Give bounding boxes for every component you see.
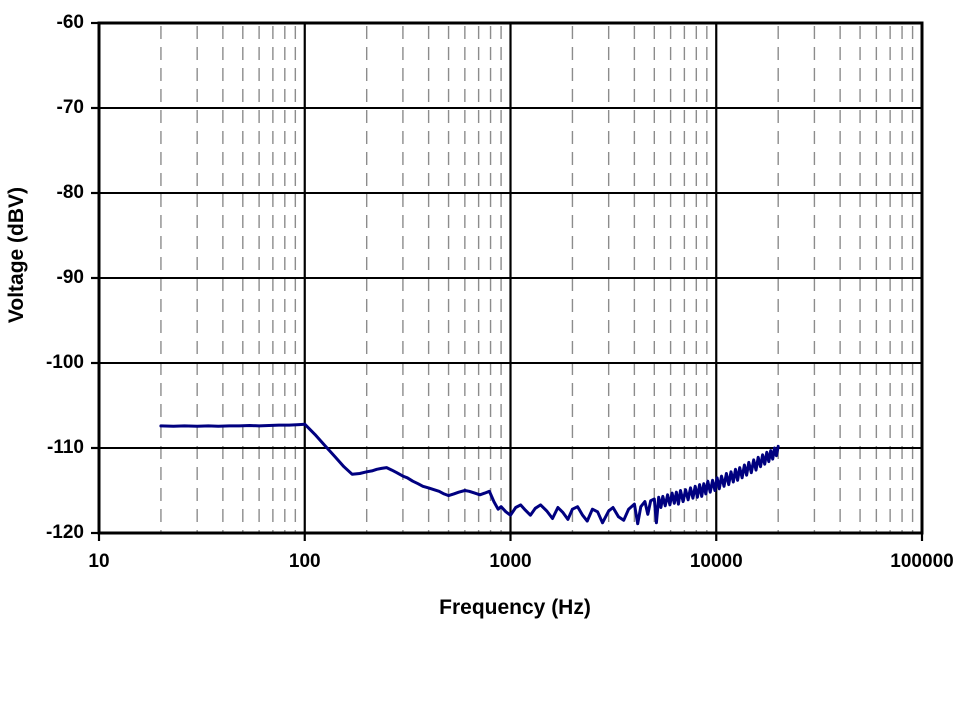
x-tick-label: 10 [88, 551, 110, 572]
x-tick-label: 100 [288, 551, 321, 572]
y-tick-label: -90 [56, 267, 84, 288]
x-tick-label: 1000 [489, 551, 532, 572]
y-tick-label: -120 [45, 522, 84, 543]
y-tick-label: -80 [56, 182, 84, 203]
major-vertical-gridlines [97, 23, 924, 541]
y-tick-label: -70 [56, 97, 84, 118]
plot-frame [97, 21, 924, 535]
x-tick-label: 100000 [890, 551, 954, 572]
y-tick-label: -110 [47, 437, 84, 458]
y-tick-label: -100 [45, 352, 84, 373]
y-tick-label: -60 [56, 12, 84, 33]
x-axis-title: Frequency (Hz) [439, 596, 591, 619]
y-axis-title: Voltage (dBV) [5, 186, 28, 324]
x-tick-label: 10000 [689, 551, 743, 572]
data-series-line [159, 422, 780, 526]
